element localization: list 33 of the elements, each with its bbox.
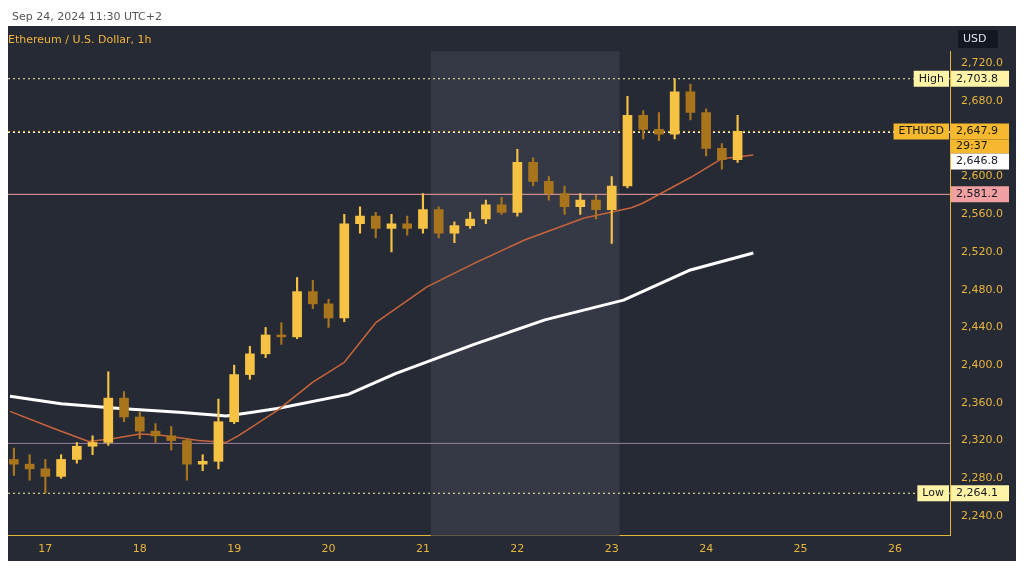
y-tick-label: 2,560.0 [961,207,1003,221]
y-tick-label: 2,440.0 [961,320,1003,334]
x-tick-label: 24 [699,542,714,556]
x-tick-label: 26 [887,542,902,556]
y-tick-label: 2,680.0 [961,94,1003,108]
y-tick-label: 2,600.0 [961,169,1003,183]
ref-line-label: ETHUSD 2,647.9 [898,124,998,138]
text: 29:37 [956,139,988,153]
x-tick-label: 20 [321,542,336,556]
candlestick [386,213,397,253]
y-tick-label: 2,280.0 [961,471,1003,485]
candlestick [87,435,98,456]
y-tick-label: 2,400.0 [961,358,1003,372]
x-tick-label: 17 [38,542,53,556]
x-tick-label: 21 [415,542,430,556]
ref-line-label: Low 2,264.1 [922,486,998,500]
chart-title: Ethereum / U.S. Dollar, 1h [8,33,152,47]
ref-line-label: 2,581.2 [956,187,998,201]
y-tick-label: 2,480.0 [961,282,1003,296]
ref-line-label: 2,646.8 [956,154,998,168]
x-tick-label: 23 [604,542,619,556]
x-tick-label: 25 [793,542,808,556]
text: Sep 24, 2024 11:30 UTC+2 [12,10,162,23]
y-tick-label: 2,240.0 [961,508,1003,522]
x-tick-label: 19 [227,542,242,556]
y-tick-label: 2,720.0 [961,56,1003,70]
ref-line-label: High 2,703.8 [918,71,998,85]
y-axis-title: USD [963,31,987,45]
x-tick-label: 22 [510,542,525,556]
y-tick-label: 2,520.0 [961,244,1003,258]
y-tick-label: 2,360.0 [961,395,1003,409]
y-tick-label: 2,320.0 [961,433,1003,447]
x-tick-label: 18 [132,542,147,556]
